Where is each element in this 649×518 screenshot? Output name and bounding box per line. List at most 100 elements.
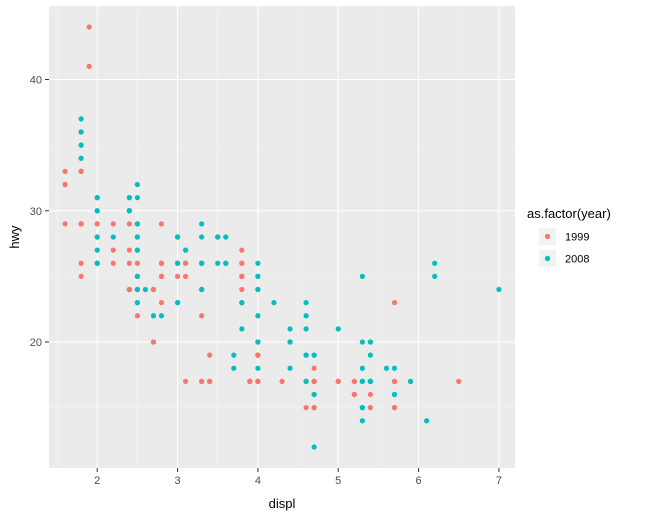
data-point-1999 [255,352,261,358]
data-point-2008 [134,234,140,240]
data-point-2008 [94,260,100,266]
data-point-1999 [174,273,181,279]
data-point-2008 [255,260,261,266]
data-point-1999 [62,221,68,227]
data-point-2008 [367,378,373,384]
data-point-1999 [239,260,245,266]
data-point-2008 [367,339,373,345]
data-point-2008 [158,313,165,319]
data-point-2008 [255,273,261,279]
data-point-1999 [199,378,205,384]
data-point-2008 [303,352,309,358]
data-point-2008 [287,339,293,345]
data-point-2008 [359,339,365,345]
data-point-1999 [303,405,309,411]
data-point-2008 [174,260,181,266]
data-point-1999 [158,273,165,279]
data-point-1999 [207,352,213,358]
x-tick-label: 2 [94,475,100,487]
data-point-1999 [456,378,462,384]
data-point-1999 [351,378,357,384]
x-tick-label: 5 [335,475,341,487]
data-point-1999 [150,339,157,345]
data-point-2008 [231,352,237,358]
data-point-1999 [126,260,132,266]
data-point-1999 [78,168,84,174]
data-point-2008 [134,195,140,201]
data-point-2008 [215,234,221,240]
data-point-1999 [134,260,140,266]
data-point-2008 [287,326,293,332]
data-point-1999 [126,247,132,253]
data-point-2008 [134,181,140,188]
plot-panel [49,6,515,468]
data-point-1999 [158,300,165,306]
data-point-2008 [142,286,149,293]
data-point-2008 [359,273,365,279]
data-point-1999 [279,378,285,384]
data-point-1999 [86,24,92,30]
data-point-2008 [150,313,157,319]
data-point-2008 [303,313,309,319]
data-point-1999 [311,365,317,371]
data-point-2008 [255,313,261,319]
data-point-2008 [223,260,229,266]
grid-major [49,6,515,468]
y-tick-label: 40 [30,75,42,87]
data-points [62,24,502,450]
data-point-1999 [62,181,68,188]
legend: as.factor(year) 1999 2008 [527,206,611,267]
legend-title: as.factor(year) [527,206,611,221]
x-tick-label: 7 [496,475,502,487]
x-tick-label: 3 [174,475,180,487]
data-point-2008 [94,247,100,253]
data-point-2008 [134,286,140,293]
data-point-2008 [311,391,317,398]
data-point-1999 [239,273,245,279]
data-point-2008 [134,300,140,306]
data-point-2008 [126,208,132,214]
data-point-2008 [271,300,277,306]
data-point-1999 [62,168,68,174]
data-point-1999 [199,313,205,319]
legend-label-2008: 2008 [565,254,589,266]
data-point-2008 [78,129,84,135]
data-point-2008 [174,300,181,306]
data-point-2008 [391,391,398,398]
data-point-1999 [86,63,92,69]
data-point-1999 [78,273,84,279]
data-point-2008 [311,352,317,358]
data-point-2008 [231,365,237,371]
x-tick-label: 6 [416,475,422,487]
data-point-2008 [432,273,438,279]
data-point-1999 [110,260,116,266]
data-point-1999 [182,260,189,266]
data-point-2008 [239,300,245,306]
x-axis-title: displ [269,496,296,511]
data-point-1999 [311,378,317,384]
data-point-1999 [134,313,140,319]
data-point-2008 [303,300,309,306]
data-point-2008 [359,365,365,371]
x-tick-label: 4 [255,475,261,487]
data-point-1999 [351,391,357,398]
data-point-2008 [134,247,140,253]
data-point-1999 [239,247,245,253]
data-point-2008 [110,234,116,240]
data-point-2008 [496,286,502,293]
legend-marker-2008 [544,255,551,262]
data-point-1999 [182,378,189,384]
data-point-2008 [432,260,438,266]
data-point-1999 [94,221,100,227]
x-axis-ticks: 2 3 4 5 6 7 [94,468,502,487]
data-point-1999 [126,221,132,227]
data-point-2008 [367,352,373,358]
data-point-2008 [335,326,341,332]
data-point-1999 [158,260,165,266]
y-axis-title: hwy [7,225,22,249]
data-point-2008 [359,378,365,384]
data-point-2008 [126,195,132,201]
data-point-2008 [407,378,414,384]
y-tick-label: 20 [30,337,42,349]
